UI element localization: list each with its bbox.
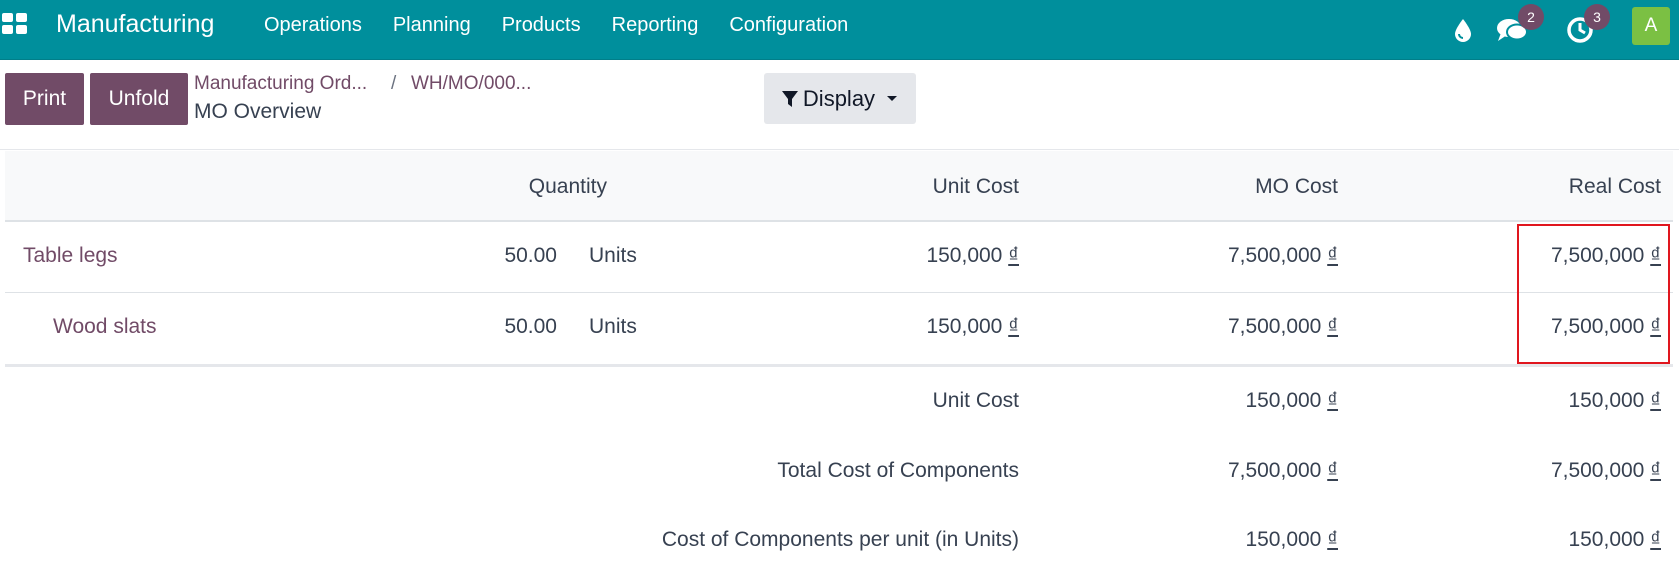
main-menu: Operations Planning Products Reporting C…	[264, 14, 879, 37]
chat-icon[interactable]	[1496, 0, 1528, 60]
breadcrumb-separator: /	[391, 73, 397, 94]
summary-label: Unit Cost	[932, 389, 1019, 412]
table-row: Table legs 50.00 Units 150,000 ₫ 7,500,0…	[5, 222, 1673, 293]
user-avatar[interactable]: A	[1632, 7, 1670, 45]
filter-icon	[781, 90, 798, 107]
unfold-button[interactable]: Unfold	[90, 73, 188, 125]
summary-real-cost: 150,000 ₫	[1568, 389, 1661, 412]
header-quantity: Quantity	[528, 175, 607, 198]
table-bottom-border	[5, 364, 1673, 367]
header-mo-cost: MO Cost	[1255, 175, 1338, 198]
apps-grid-icon[interactable]	[2, 13, 30, 35]
real-cost-highlight-box	[1517, 224, 1670, 364]
breadcrumb-manufacturing-orders[interactable]: Manufacturing Ord...	[194, 73, 368, 94]
component-name[interactable]: Table legs	[23, 244, 118, 267]
summary-row: Total Cost of Components 7,500,000 ₫ 7,5…	[5, 437, 1673, 508]
display-dropdown-button[interactable]: Display	[764, 73, 916, 124]
component-real-cost: 7,500,000 ₫	[1550, 315, 1661, 338]
drop-icon[interactable]	[1452, 0, 1474, 60]
summary-mo-cost: 7,500,000 ₫	[1227, 459, 1338, 482]
summary-label: Total Cost of Components	[777, 459, 1019, 482]
menu-planning[interactable]: Planning	[392, 14, 471, 36]
summary-row: Unit Cost 150,000 ₫ 150,000 ₫	[5, 367, 1673, 438]
caret-down-icon	[887, 95, 898, 101]
header-real-cost: Real Cost	[1568, 175, 1661, 198]
component-quantity: 50.00	[504, 244, 557, 267]
messages-badge: 2	[1518, 4, 1544, 30]
breadcrumb-mo-reference[interactable]: WH/MO/000...	[411, 73, 532, 94]
menu-reporting[interactable]: Reporting	[611, 14, 699, 36]
app-brand[interactable]: Manufacturing	[56, 10, 215, 38]
summary-real-cost: 150,000 ₫	[1568, 528, 1661, 551]
summary-row: Cost of Components per unit (in Units) 1…	[5, 506, 1673, 577]
summary-mo-cost: 150,000 ₫	[1245, 389, 1338, 412]
component-unit-cost: 150,000 ₫	[926, 244, 1019, 267]
menu-products[interactable]: Products	[501, 14, 581, 36]
component-real-cost: 7,500,000 ₫	[1550, 244, 1661, 267]
component-uom: Units	[589, 244, 637, 267]
clock-icon[interactable]	[1566, 0, 1594, 60]
top-navbar: Manufacturing Operations Planning Produc…	[0, 0, 1679, 60]
component-uom: Units	[589, 315, 637, 338]
control-panel-divider	[0, 149, 1679, 150]
page-title: MO Overview	[194, 100, 322, 123]
activities-badge: 3	[1584, 4, 1610, 30]
summary-real-cost: 7,500,000 ₫	[1550, 459, 1661, 482]
table-header: Quantity Unit Cost MO Cost Real Cost	[5, 151, 1673, 222]
component-unit-cost: 150,000 ₫	[926, 315, 1019, 338]
component-name[interactable]: Wood slats	[53, 315, 157, 338]
table-row: Wood slats 50.00 Units 150,000 ₫ 7,500,0…	[5, 293, 1673, 364]
component-mo-cost: 7,500,000 ₫	[1227, 244, 1338, 267]
display-label: Display	[802, 85, 876, 111]
menu-operations[interactable]: Operations	[264, 14, 362, 36]
print-button[interactable]: Print	[5, 73, 84, 125]
summary-mo-cost: 150,000 ₫	[1245, 528, 1338, 551]
component-quantity: 50.00	[504, 315, 557, 338]
summary-label: Cost of Components per unit (in Units)	[661, 528, 1019, 551]
component-mo-cost: 7,500,000 ₫	[1227, 315, 1338, 338]
menu-configuration[interactable]: Configuration	[729, 14, 849, 36]
header-unit-cost: Unit Cost	[932, 175, 1019, 198]
